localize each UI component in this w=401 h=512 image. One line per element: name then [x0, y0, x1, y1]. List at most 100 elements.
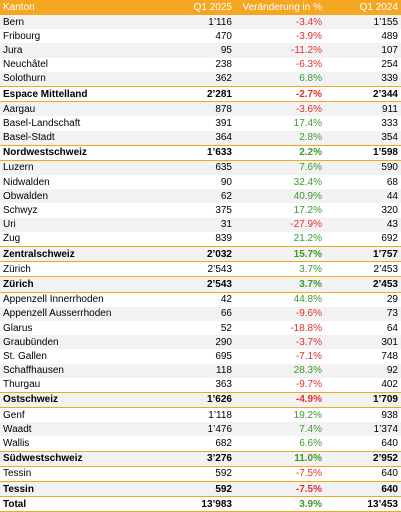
table-cell: 11.0% — [235, 450, 330, 467]
table-cell: Zentralschweiz — [0, 245, 160, 263]
table-row: Luzern 635 7.6% 590 — [0, 160, 401, 176]
table-cell: Schwyz — [3, 205, 38, 217]
table-cell: 52 — [220, 322, 232, 334]
table-row: Tessin 592 -7.5% 640 — [0, 480, 401, 498]
table-cell: 66 — [160, 306, 235, 321]
table-row: Glarus 52 -18.8% 64 — [0, 321, 401, 335]
table-cell: -27.9% — [235, 217, 330, 232]
table-cell: 7.6% — [235, 160, 330, 176]
table-row: Nordwestschweiz 1’633 2.2% 1’598 — [0, 144, 401, 161]
table-cell: Wallis — [3, 438, 30, 450]
table-row: Zürich 2’543 3.7% 2’453 — [0, 276, 401, 293]
table-row: Uri 31 -27.9% 43 — [0, 217, 401, 232]
table-row: Aargau 878 -3.6% 911 — [0, 101, 401, 117]
table-cell: 402 — [381, 379, 398, 391]
table-row: Total 13’983 3.9% 13’453 — [0, 496, 401, 512]
table-cell: 64 — [386, 322, 398, 334]
table-cell: Nidwalden — [3, 176, 50, 188]
table-row: Nidwalden 90 32.4% 68 — [0, 175, 401, 189]
table-row: Espace Mittelland 2’281 -2.7% 2’344 — [0, 85, 401, 103]
table-cell: 375 — [215, 205, 232, 217]
table-cell: 339 — [330, 71, 401, 87]
table-cell: 32.4% — [293, 176, 322, 188]
table-cell: 470 — [215, 30, 232, 42]
table-cell: 363 — [215, 379, 232, 391]
table-cell: 1’598 — [330, 144, 401, 161]
table-cell: 29 — [386, 294, 398, 306]
table-cell: 3.7% — [235, 276, 330, 293]
table-cell: 90 — [220, 176, 232, 188]
table-cell: 2’281 — [160, 85, 235, 103]
table-cell: Espace Mittelland — [0, 85, 160, 103]
table-cell: 19.2% — [293, 409, 322, 421]
table-row: Bern 1’116 -3.4% 1’155 — [0, 15, 401, 30]
table-cell: 1’116 — [160, 15, 235, 30]
table-cell: 1’118 — [208, 409, 232, 421]
table-cell: 635 — [160, 160, 235, 176]
table-cell: 682 — [215, 438, 232, 450]
table-cell: 1’476 — [160, 422, 235, 437]
table-row: Thurgau 363 -9.7% 402 — [0, 378, 401, 393]
table-cell: -6.3% — [295, 59, 322, 71]
table-cell: Jura — [0, 43, 160, 58]
table-cell: 333 — [381, 117, 398, 129]
table-cell: 28.3% — [235, 363, 330, 378]
table-cell: 62 — [160, 189, 235, 204]
table-cell: 1’709 — [330, 391, 401, 409]
table-cell: Graubünden — [0, 335, 160, 350]
table-cell: 21.2% — [293, 233, 322, 245]
table-cell: 31 — [160, 217, 235, 232]
table-cell: 1’626 — [160, 391, 235, 409]
table-cell: 13’983 — [160, 496, 235, 512]
table-cell: 95 — [160, 43, 235, 58]
table-cell: -9.6% — [235, 306, 330, 321]
table-cell: 2’344 — [330, 85, 401, 103]
table-cell: Fribourg — [3, 30, 41, 42]
table-cell: 590 — [330, 160, 401, 176]
table-cell: -3.9% — [295, 30, 322, 42]
table-cell: Nordwestschweiz — [0, 144, 160, 161]
table-row: Basel-Stadt 364 2.8% 354 — [0, 130, 401, 146]
table-cell: 489 — [381, 30, 398, 42]
table-cell: 3.9% — [235, 496, 330, 512]
table-cell: Thurgau — [3, 379, 41, 391]
table-cell: 43 — [330, 217, 401, 232]
header-cell: Q1 2025 — [160, 0, 235, 15]
table-cell: 2’032 — [160, 245, 235, 263]
table-cell: 6.8% — [235, 71, 330, 87]
table-cell: 839 — [215, 233, 232, 245]
table-cell: 354 — [330, 130, 401, 146]
table-cell: 2.8% — [235, 130, 330, 146]
table-cell: 107 — [330, 43, 401, 58]
table-cell: 2.2% — [235, 144, 330, 161]
table-cell: 640 — [381, 468, 398, 480]
table-cell: 17.4% — [293, 117, 322, 129]
table-cell: Aargau — [0, 101, 160, 117]
table-cell: Genf — [3, 409, 25, 421]
table-row: Ostschweiz 1’626 -4.9% 1’709 — [0, 391, 401, 409]
table-cell: 290 — [160, 335, 235, 350]
table-cell: Bern — [0, 15, 160, 30]
table-cell: 911 — [330, 101, 401, 117]
table-cell: 3.7% — [299, 263, 322, 275]
table-cell: -7.5% — [235, 480, 330, 498]
table-cell: 40.9% — [235, 189, 330, 204]
table-cell: Neuchâtel — [3, 59, 49, 71]
table-cell: 1’633 — [160, 144, 235, 161]
table-row: Wallis 682 6.6% 640 — [0, 436, 401, 451]
table-row: Südwestschweiz 3’276 11.0% 2’952 — [0, 450, 401, 467]
table-cell: 695 — [215, 350, 232, 362]
table-cell: Tessin — [0, 480, 160, 498]
table-row: Zentralschweiz 2’032 15.7% 1’757 — [0, 245, 401, 263]
table-cell: 15.7% — [235, 245, 330, 263]
table-cell: 1’757 — [330, 245, 401, 263]
table-row: Solothurn 362 6.8% 339 — [0, 71, 401, 87]
table-row: Zug 839 21.2% 692 — [0, 232, 401, 247]
table-cell: Total — [0, 496, 160, 512]
table-cell: 364 — [160, 130, 235, 146]
table-cell: 238 — [215, 59, 232, 71]
table-cell: 748 — [381, 350, 398, 362]
table-cell: Uri — [0, 217, 160, 232]
